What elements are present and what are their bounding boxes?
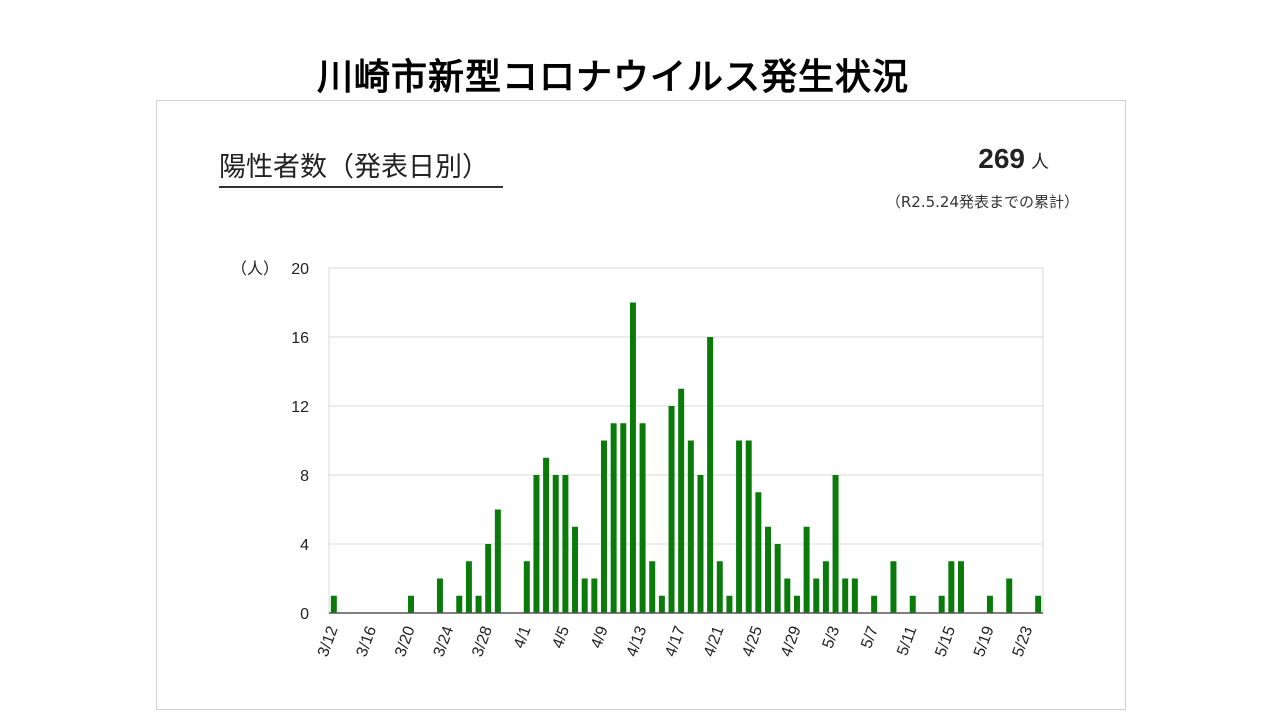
bar (707, 337, 714, 613)
bar (629, 302, 636, 613)
bar-chart: 0 4 8 12 16 20 （人） 3/12 3/16 3/20 3/24 3/28 4/1 4/5 4/… (231, 259, 1044, 659)
bar (552, 475, 559, 613)
bar (890, 561, 897, 613)
x-tick-label: 4/21 (701, 624, 728, 659)
chart-panel: 0 4 8 12 16 20 （人） 3/12 3/16 3/20 3/24 3/28 4/1 4/5 4/… (156, 100, 1126, 710)
y-tick-label: 8 (300, 468, 309, 485)
bar (1035, 595, 1042, 613)
bar (755, 492, 762, 613)
bar (456, 595, 463, 613)
bar (803, 526, 810, 613)
y-tick-label: 20 (291, 261, 309, 278)
bar (533, 475, 540, 613)
bar (465, 561, 472, 613)
bar (909, 595, 916, 613)
x-tick-label: 5/15 (932, 624, 959, 659)
x-tick-label: 4/1 (511, 624, 535, 651)
bar (668, 406, 675, 613)
total-count: 269 人 (978, 143, 1049, 175)
bar (851, 578, 858, 613)
y-axis-unit: （人） (231, 259, 279, 278)
bar (986, 595, 993, 613)
total-count-unit: 人 (1031, 152, 1049, 173)
bar (494, 509, 501, 613)
bar (620, 423, 627, 613)
x-tick-label: 4/17 (662, 624, 689, 659)
bar (697, 475, 704, 613)
bar (822, 561, 829, 613)
x-tick-label: 5/23 (1010, 624, 1037, 659)
x-tick-label: 3/28 (469, 624, 496, 659)
bar (649, 561, 656, 613)
bar (948, 561, 955, 613)
total-count-value: 269 (978, 143, 1025, 174)
bar (842, 578, 849, 613)
bar (957, 561, 964, 613)
bar (581, 578, 588, 613)
x-tick-label: 3/24 (431, 624, 458, 659)
bar (784, 578, 791, 613)
bar (436, 578, 443, 613)
x-tick-label: 4/5 (550, 624, 574, 651)
bar (562, 475, 569, 613)
x-tick-label: 4/13 (624, 624, 651, 659)
x-tick-label: 5/3 (820, 624, 844, 651)
bar (938, 595, 945, 613)
x-tick-label: 5/11 (894, 624, 920, 658)
total-count-note: （R2.5.24発表までの累計） (885, 193, 1079, 211)
bar (610, 423, 617, 613)
x-tick-label: 5/7 (858, 624, 882, 651)
bar (1006, 578, 1013, 613)
x-tick-label: 4/25 (739, 624, 766, 659)
slide-title: 川崎市新型コロナウイルス発生状況 (316, 57, 909, 98)
bar (330, 595, 337, 613)
x-tick-label: 3/16 (354, 624, 381, 659)
x-tick-label: 5/19 (971, 624, 998, 659)
x-tick-label: 3/12 (315, 624, 342, 659)
bar (687, 440, 694, 613)
bar (639, 423, 646, 613)
y-tick-label: 12 (291, 399, 309, 416)
bar (871, 595, 878, 613)
y-tick-label: 16 (291, 330, 309, 347)
bar (745, 440, 752, 613)
bar (543, 457, 550, 613)
bar (813, 578, 820, 613)
bar (736, 440, 743, 613)
bar (600, 440, 607, 613)
bar (678, 388, 685, 613)
bar (774, 544, 781, 613)
bar (591, 578, 598, 613)
x-tick-label: 4/29 (778, 624, 805, 659)
x-tick-label: 3/20 (392, 624, 419, 659)
bar (485, 544, 492, 613)
y-tick-label: 0 (300, 606, 309, 623)
bar (726, 595, 733, 613)
bar (408, 595, 415, 613)
bar (523, 561, 530, 613)
bar (658, 595, 665, 613)
plot-frame (328, 267, 1044, 614)
bar (793, 595, 800, 613)
bar (716, 561, 723, 613)
bar (832, 475, 839, 613)
bar (572, 526, 579, 613)
y-tick-label: 4 (300, 537, 309, 554)
chart-heading: 陽性者数（発表日別） (219, 145, 503, 188)
bar (765, 526, 772, 613)
x-tick-label: 4/9 (588, 624, 612, 651)
bar (475, 595, 482, 613)
